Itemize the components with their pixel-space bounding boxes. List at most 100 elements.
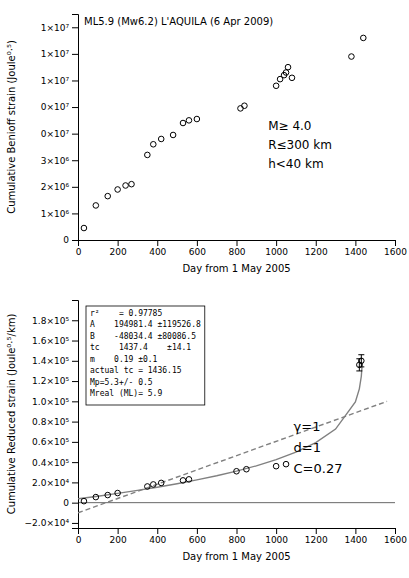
tick: −2.0×10⁴ bbox=[25, 518, 78, 528]
tick-mark bbox=[72, 442, 78, 443]
tick-label: 1×10⁷ bbox=[41, 76, 70, 86]
tick-mark bbox=[72, 462, 78, 463]
point bbox=[93, 494, 99, 500]
point bbox=[283, 70, 289, 76]
panel: 0200400600800100012001400160001×10⁶2×10⁶… bbox=[6, 15, 407, 275]
annotation-line: M≥ 4.0 bbox=[268, 119, 311, 133]
tick-mark bbox=[72, 320, 78, 321]
tick-label: 800 bbox=[228, 247, 245, 257]
tick-label: 1.6×10⁵ bbox=[32, 336, 69, 346]
tick-label: 1.0×10⁵ bbox=[32, 397, 69, 407]
point bbox=[186, 477, 192, 483]
tick: 0 bbox=[63, 235, 78, 245]
point bbox=[238, 106, 244, 112]
title: ML5.9 (Mw6.2) L'AQUILA (6 Apr 2009) bbox=[84, 16, 273, 27]
point bbox=[285, 64, 291, 70]
point bbox=[244, 466, 250, 472]
point bbox=[123, 183, 129, 189]
y-axis: 01×10⁶2×10⁶3×10⁶0×10⁷0×10⁷1×10⁷1×10⁷1×10… bbox=[41, 15, 79, 246]
tick-label: 1200 bbox=[305, 535, 328, 545]
tick: 600 bbox=[189, 528, 206, 545]
tick: 0 bbox=[76, 528, 82, 545]
annotation: γ=1d=1C=0.27 bbox=[294, 419, 343, 476]
axis-line bbox=[72, 301, 79, 529]
tick: 1×10⁶ bbox=[41, 209, 78, 219]
tick: 0.8×10⁵ bbox=[32, 417, 78, 427]
tick-mark bbox=[118, 240, 119, 246]
annotation-line: C=0.27 bbox=[294, 461, 343, 476]
y-axis: −2.0×10⁴02.0×10⁴0.4×10⁵0.6×10⁵0.8×10⁵1.0… bbox=[25, 301, 79, 529]
info-box-line: B -48034.4 ±80086.5 bbox=[90, 332, 196, 341]
point bbox=[180, 120, 186, 126]
tick-label: 1×10⁷ bbox=[41, 49, 70, 59]
point bbox=[234, 468, 240, 474]
tick-label: 0.6×10⁵ bbox=[32, 437, 69, 447]
y-axis-title: Cumulative Benioff strain (Joule⁰·⁵) bbox=[6, 40, 17, 214]
point bbox=[115, 187, 121, 193]
tick-mark bbox=[197, 240, 198, 246]
figure: 0200400600800100012001400160001×10⁶2×10⁶… bbox=[0, 0, 409, 578]
tick-mark bbox=[72, 341, 78, 342]
tick-mark bbox=[72, 187, 78, 188]
tick-mark bbox=[72, 80, 78, 81]
tick-label: 1.2×10⁵ bbox=[32, 376, 69, 386]
x-axis-title: Day from 1 May 2005 bbox=[182, 263, 290, 274]
info-box-line: A 194981.4 ±119526.8 bbox=[90, 320, 201, 329]
error-bar-cap bbox=[356, 370, 362, 371]
tick: 1400 bbox=[344, 240, 367, 257]
tick: 800 bbox=[228, 528, 245, 545]
tick: 400 bbox=[149, 240, 166, 257]
info-box-line: tc 1437.4 ±14.1 bbox=[90, 343, 191, 352]
tick: 400 bbox=[149, 528, 166, 545]
point bbox=[186, 118, 192, 124]
tick: 1400 bbox=[344, 528, 367, 545]
x-axis: 02004006008001000120014001600 bbox=[76, 528, 408, 545]
tick-label: 1400 bbox=[344, 535, 367, 545]
point bbox=[145, 484, 151, 490]
tick-label: 0×10⁷ bbox=[41, 102, 70, 112]
tick-mark bbox=[157, 240, 158, 246]
tick: 0.6×10⁵ bbox=[32, 437, 78, 447]
info-box-line: Mp=5.3+/- 0.5 bbox=[90, 378, 153, 387]
point bbox=[273, 463, 279, 469]
x-axis-title: Day from 1 May 2005 bbox=[182, 551, 290, 562]
tick-label: 400 bbox=[149, 535, 166, 545]
tick-mark bbox=[72, 503, 78, 504]
point bbox=[180, 478, 186, 484]
point bbox=[129, 181, 135, 187]
tick-mark bbox=[276, 240, 277, 246]
tick: 2.0×10⁴ bbox=[32, 478, 78, 488]
point bbox=[283, 461, 289, 467]
tick-mark bbox=[276, 528, 277, 534]
tick-label: 200 bbox=[110, 535, 127, 545]
tick: 1.2×10⁵ bbox=[32, 376, 78, 386]
panel: 02004006008001000120014001600−2.0×10⁴02.… bbox=[6, 301, 407, 563]
tick-mark bbox=[197, 528, 198, 534]
tick: 0×10⁷ bbox=[41, 102, 78, 112]
tick-mark bbox=[72, 523, 78, 524]
tick-mark bbox=[72, 27, 78, 28]
tick-mark bbox=[72, 160, 78, 161]
tick-label: 1.8×10⁵ bbox=[32, 316, 69, 326]
tick-label: 0.4×10⁵ bbox=[32, 458, 69, 468]
point bbox=[194, 116, 200, 122]
tick-label: 0×10⁷ bbox=[41, 129, 70, 139]
y-axis-title: Cumulative Reduced strain (Joule⁰·⁵/km) bbox=[6, 314, 17, 515]
tick-mark bbox=[157, 528, 158, 534]
tick: 0.4×10⁵ bbox=[32, 458, 78, 468]
point bbox=[273, 83, 279, 89]
plot-area bbox=[81, 35, 366, 231]
annotation-line: h<40 km bbox=[268, 157, 323, 171]
trend-line bbox=[78, 401, 387, 512]
annotation: M≥ 4.0R≤300 kmh<40 km bbox=[268, 119, 332, 171]
tick: 1200 bbox=[305, 240, 328, 257]
tick-label: 0 bbox=[63, 235, 69, 245]
tick-label: 2.0×10⁴ bbox=[32, 478, 69, 488]
point bbox=[105, 193, 111, 199]
tick-label: 200 bbox=[110, 247, 127, 257]
info-box-line: r² = 0.97785 bbox=[90, 309, 162, 318]
tick-mark bbox=[72, 213, 78, 214]
info-box-line: Mreal (ML)= 5.9 bbox=[90, 389, 162, 398]
tick-mark bbox=[72, 482, 78, 483]
tick: 1200 bbox=[305, 528, 328, 545]
